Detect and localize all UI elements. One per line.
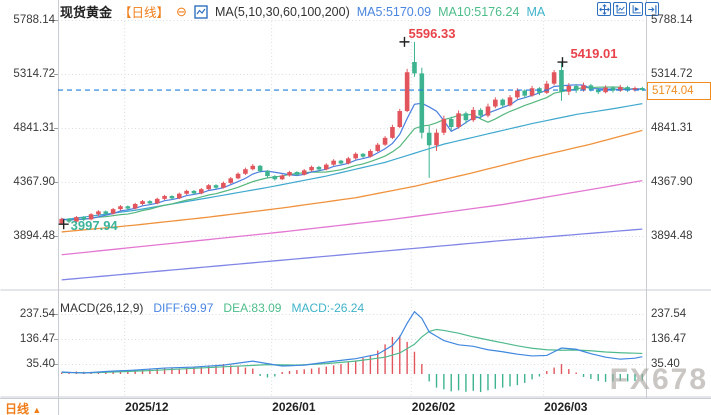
- fit-axis-icon[interactable]: [613, 2, 627, 16]
- axis-corner-divider: [58, 398, 59, 415]
- tab-daily-kline[interactable]: 日线 ▲: [5, 400, 41, 415]
- symbol-name: 现货黄金: [60, 5, 113, 20]
- current-price-tag: 5174.04: [647, 81, 711, 100]
- macd-diff-label: DIFF:69.97: [153, 301, 214, 315]
- fx678-watermark: FX678: [609, 363, 708, 396]
- chart-header: 现货黄金 【日线】 ⊖ MA(5,10,30,60,100,200) MA5:5…: [60, 2, 545, 21]
- pan-right-icon[interactable]: [629, 2, 643, 16]
- chart-toolbar: [597, 2, 659, 16]
- macd-tick-right: 136.47: [651, 333, 687, 345]
- month-label: 2026/03: [544, 400, 588, 414]
- macd-tick-right: 35.40: [651, 358, 680, 370]
- price-tick-left: 4841.31: [13, 122, 55, 134]
- macd-title: MACD(26,12,9): [60, 301, 144, 315]
- month-label: 2026/02: [411, 400, 456, 414]
- annotation-low: 3997.94: [70, 218, 118, 234]
- annotation-high: 5596.33: [408, 25, 456, 41]
- price-tick-right: 5788.14: [651, 14, 693, 26]
- price-tick-right: 3894.48: [651, 230, 693, 242]
- month-label: 2026/01: [272, 400, 316, 414]
- month-label: 2025/12: [125, 400, 169, 414]
- ma5-value-label: MA5:5170.09: [356, 4, 432, 19]
- ma30-value-label-clipped: MA: [526, 4, 546, 19]
- price-tick-right: 4367.90: [651, 176, 693, 188]
- tab-daily-label: 日线: [5, 402, 30, 415]
- price-tick-right: 4841.31: [651, 122, 693, 134]
- macd-value-label: MACD:-26.24: [291, 301, 365, 315]
- ma-settings-label: MA(5,10,30,60,100,200): [214, 4, 350, 19]
- price-tick-left: 5314.72: [13, 68, 55, 80]
- price-tick-right: 5314.72: [651, 68, 693, 80]
- price-tick-left: 3894.48: [13, 230, 55, 242]
- ma10-value-label: MA10:5176.24: [438, 4, 520, 19]
- macd-tick-left: 136.47: [19, 333, 55, 345]
- annotation-swing-high: 5419.01: [570, 46, 618, 62]
- kline-chart-icon[interactable]: [194, 4, 208, 19]
- period-tag: 【日线】: [119, 6, 170, 20]
- move-crosshair-icon[interactable]: [597, 2, 611, 16]
- goto-latest-icon[interactable]: [645, 2, 659, 16]
- tab-up-arrow-icon: ▲: [32, 405, 42, 415]
- macd-tick-left: 35.40: [26, 358, 55, 370]
- macd-tick-left: 237.54: [19, 308, 55, 320]
- macd-dea-label: DEA:83.09: [223, 301, 282, 315]
- collapse-circle-icon[interactable]: ⊖: [176, 3, 187, 19]
- price-tick-left: 5788.14: [13, 14, 55, 26]
- price-tick-left: 4367.90: [13, 176, 55, 188]
- time-axis-bar: [0, 398, 711, 415]
- macd-tick-right: 237.54: [651, 308, 687, 320]
- macd-header: MACD(26,12,9) DIFF:69.97 DEA:83.09 MACD:…: [60, 301, 364, 315]
